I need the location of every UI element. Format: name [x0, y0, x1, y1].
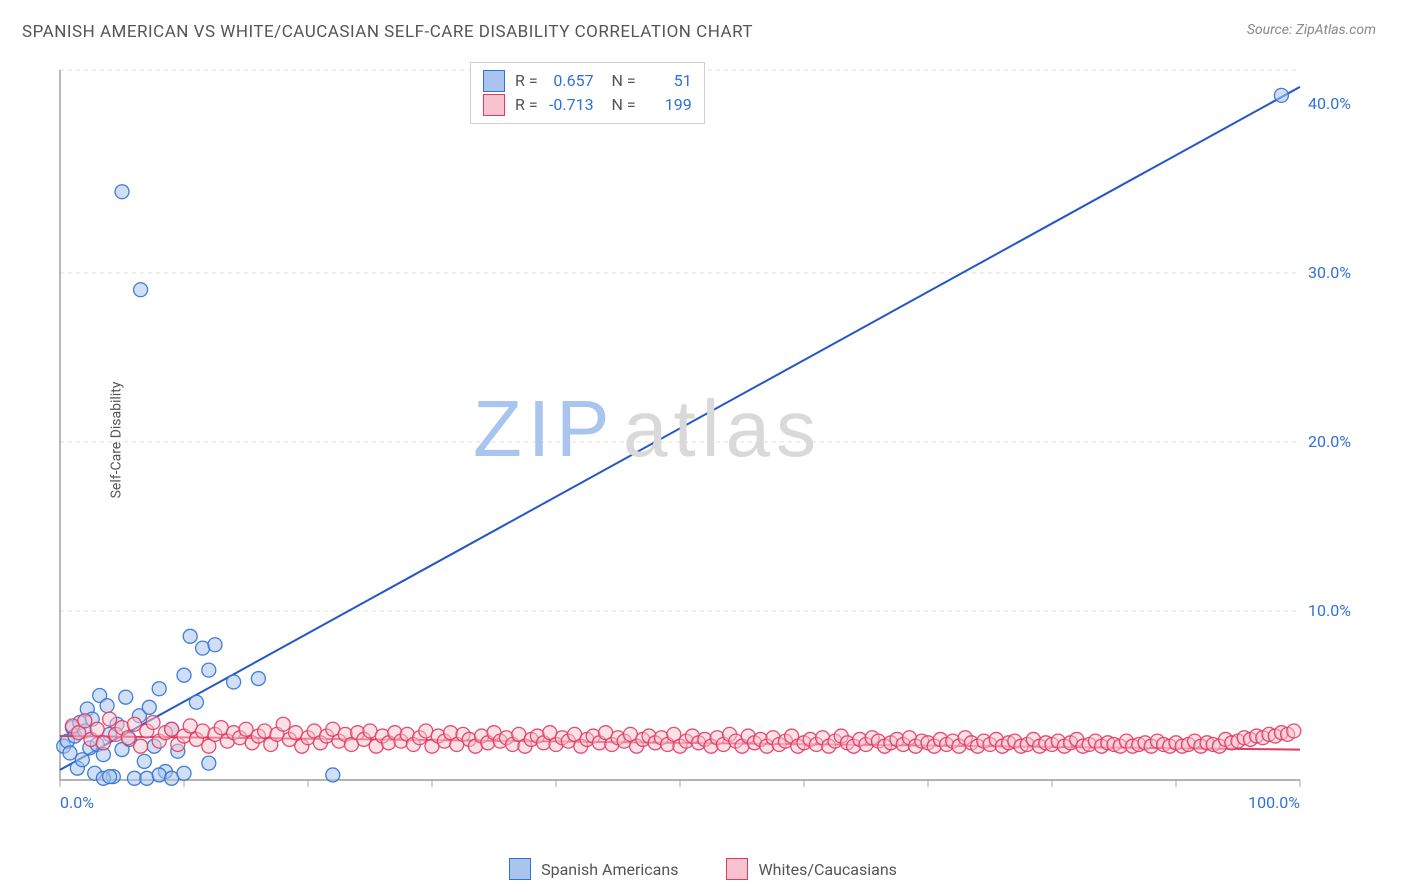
legend-label: Spanish Americans [541, 860, 678, 879]
legend-item: Spanish Americans [509, 858, 678, 880]
series-swatch [483, 94, 505, 116]
series-swatch [483, 70, 505, 92]
svg-text:100.0%: 100.0% [1248, 793, 1300, 812]
stats-row: R = 0.657 N = 51 [483, 69, 692, 93]
legend-swatch [509, 858, 531, 880]
svg-text:20.0%: 20.0% [1308, 432, 1351, 451]
r-value: 0.657 [548, 69, 594, 93]
svg-text:10.0%: 10.0% [1308, 601, 1351, 620]
svg-text:40.0%: 40.0% [1308, 94, 1351, 113]
scatter-chart: 0.0% 100.0% 10.0% 20.0% 30.0% 40.0% [50, 60, 1370, 820]
legend-item: Whites/Caucasians [726, 858, 896, 880]
svg-text:0.0%: 0.0% [60, 793, 94, 812]
legend: Spanish Americans Whites/Caucasians [0, 858, 1406, 880]
correlation-stats-box: R = 0.657 N = 51 R = -0.713 N = 199 [470, 62, 705, 124]
n-value: 199 [646, 93, 692, 117]
r-label: R = [515, 93, 538, 117]
n-label: N = [604, 93, 636, 117]
legend-label: Whites/Caucasians [758, 860, 896, 879]
r-value: -0.713 [548, 93, 594, 117]
r-label: R = [515, 69, 538, 93]
n-value: 51 [646, 69, 692, 93]
plot-area: Self-Care Disability 0.0% 100.0% 10.0% 20.0… [50, 60, 1370, 820]
svg-text:30.0%: 30.0% [1308, 263, 1351, 282]
stats-row: R = -0.713 N = 199 [483, 93, 692, 117]
legend-swatch [726, 858, 748, 880]
y-axis-label: Self-Care Disability [108, 382, 124, 499]
chart-title: SPANISH AMERICAN VS WHITE/CAUCASIAN SELF… [22, 22, 753, 42]
n-label: N = [604, 69, 636, 93]
source-attribution: Source: ZipAtlas.com [1247, 22, 1376, 38]
